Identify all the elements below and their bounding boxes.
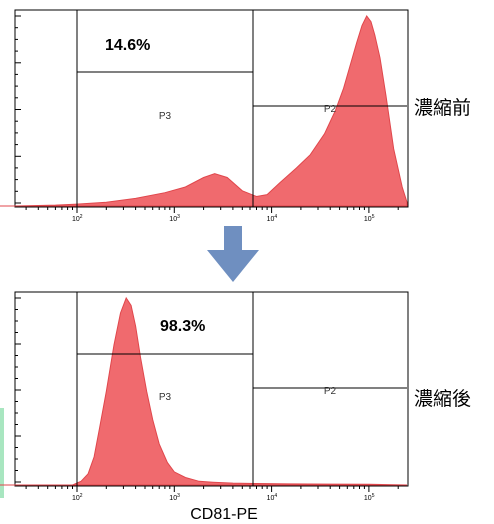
arrow-head <box>207 250 259 282</box>
x-tick-label: 102 <box>72 493 83 502</box>
y-axis-ticks <box>15 15 21 204</box>
x-tick-label: 104 <box>267 493 278 502</box>
histogram-area <box>0 296 408 486</box>
gate-p3-label: P3 <box>159 111 172 122</box>
x-tick-label: 103 <box>169 493 180 502</box>
x-tick-label: 105 <box>364 493 375 502</box>
left-accent-bar <box>0 408 4 498</box>
histogram-panel-before: 102 103 104 105 14.6% P3 P2 濃縮前 <box>0 9 471 223</box>
x-axis-label: CD81-PE <box>190 506 258 523</box>
gate-p2-label: P2 <box>324 104 337 115</box>
plot-frame <box>14 291 409 487</box>
histogram-area <box>0 15 408 207</box>
arrow-shaft <box>224 226 242 250</box>
sample-label-after: 濃縮後 <box>414 388 471 410</box>
down-arrow-icon <box>207 226 259 282</box>
x-tick-label: 103 <box>169 214 180 223</box>
y-axis-ticks <box>15 297 21 483</box>
histogram-panel-after: 102 103 104 105 98.3% P3 P2 濃縮後 CD81-PE <box>0 291 471 523</box>
gate-p3-percent: 98.3% <box>160 318 205 335</box>
x-axis-ticks: 102 103 104 105 <box>25 207 399 223</box>
x-tick-label: 104 <box>267 214 278 223</box>
x-tick-label: 102 <box>72 214 83 223</box>
gate-p3-label: P3 <box>159 392 172 403</box>
gate-p2-label: P2 <box>324 386 337 397</box>
sample-label-before: 濃縮前 <box>414 97 471 119</box>
gate-p3-percent: 14.6% <box>105 37 150 54</box>
x-tick-label: 105 <box>364 214 375 223</box>
x-axis-ticks: 102 103 104 105 <box>25 486 399 502</box>
